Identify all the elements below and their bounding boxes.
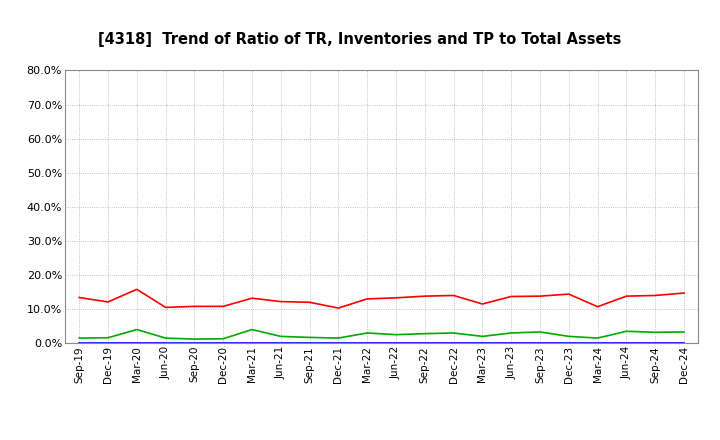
- Trade Receivables: [132, 287, 141, 292]
- Inventories: [190, 340, 199, 345]
- Inventories: [104, 340, 112, 345]
- Inventories: [334, 340, 343, 345]
- Trade Receivables: [161, 305, 170, 310]
- Trade Payables: [449, 330, 458, 336]
- Trade Payables: [478, 334, 487, 339]
- Trade Receivables: [219, 304, 228, 309]
- Trade Receivables: [104, 299, 112, 304]
- Trade Receivables: [305, 300, 314, 305]
- Trade Payables: [219, 336, 228, 341]
- Inventories: [392, 340, 400, 345]
- Trade Payables: [305, 335, 314, 340]
- Trade Payables: [507, 330, 516, 336]
- Inventories: [593, 340, 602, 345]
- Trade Payables: [75, 335, 84, 341]
- Inventories: [75, 340, 84, 345]
- Inventories: [248, 340, 256, 345]
- Trade Payables: [564, 334, 573, 339]
- Trade Payables: [363, 330, 372, 336]
- Trade Receivables: [622, 293, 631, 299]
- Inventories: [420, 340, 429, 345]
- Trade Receivables: [564, 291, 573, 297]
- Trade Receivables: [334, 305, 343, 311]
- Inventories: [161, 340, 170, 345]
- Trade Receivables: [248, 296, 256, 301]
- Inventories: [564, 340, 573, 345]
- Trade Receivables: [363, 296, 372, 301]
- Trade Receivables: [190, 304, 199, 309]
- Inventories: [305, 340, 314, 345]
- Trade Payables: [276, 334, 285, 339]
- Inventories: [651, 340, 660, 345]
- Trade Receivables: [651, 293, 660, 298]
- Trade Receivables: [507, 294, 516, 299]
- Trade Receivables: [276, 299, 285, 304]
- Trade Receivables: [593, 304, 602, 309]
- Inventories: [622, 340, 631, 345]
- Trade Payables: [680, 329, 688, 334]
- Trade Payables: [536, 329, 544, 334]
- Trade Payables: [593, 335, 602, 341]
- Trade Payables: [104, 335, 112, 341]
- Inventories: [536, 340, 544, 345]
- Inventories: [363, 340, 372, 345]
- Trade Payables: [248, 327, 256, 332]
- Trade Payables: [420, 331, 429, 336]
- Trade Receivables: [420, 293, 429, 299]
- Text: [4318]  Trend of Ratio of TR, Inventories and TP to Total Assets: [4318] Trend of Ratio of TR, Inventories…: [99, 32, 621, 47]
- Trade Payables: [190, 337, 199, 342]
- Trade Receivables: [680, 290, 688, 296]
- Inventories: [132, 340, 141, 345]
- Trade Payables: [622, 329, 631, 334]
- Trade Receivables: [536, 293, 544, 299]
- Trade Payables: [161, 335, 170, 341]
- Inventories: [680, 340, 688, 345]
- Trade Receivables: [478, 301, 487, 307]
- Trade Payables: [392, 332, 400, 337]
- Inventories: [449, 340, 458, 345]
- Trade Receivables: [392, 295, 400, 301]
- Inventories: [507, 340, 516, 345]
- Trade Payables: [334, 335, 343, 341]
- Inventories: [276, 340, 285, 345]
- Trade Payables: [132, 327, 141, 332]
- Trade Receivables: [449, 293, 458, 298]
- Inventories: [219, 340, 228, 345]
- Line: Trade Receivables: Trade Receivables: [79, 290, 684, 308]
- Trade Receivables: [75, 295, 84, 300]
- Line: Trade Payables: Trade Payables: [79, 330, 684, 339]
- Inventories: [478, 340, 487, 345]
- Trade Payables: [651, 330, 660, 335]
